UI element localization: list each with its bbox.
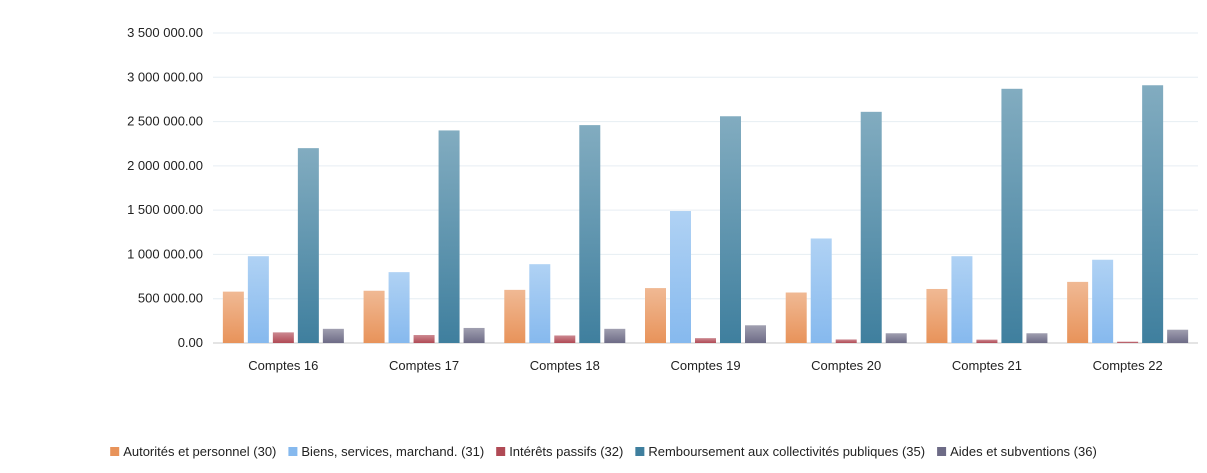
legend-label: Aides et subventions (36) bbox=[950, 444, 1097, 459]
bar bbox=[926, 288, 948, 343]
bar bbox=[322, 328, 344, 343]
bar bbox=[745, 325, 766, 343]
bar bbox=[438, 130, 460, 343]
legend-swatch bbox=[496, 447, 506, 456]
bar bbox=[1142, 85, 1164, 343]
legend: Autorités et personnel (30) Biens, servic… bbox=[110, 444, 1097, 459]
legend-item: Biens, services, marchand. (31) bbox=[288, 444, 484, 459]
bar bbox=[1117, 341, 1139, 343]
y-tick-label: 1 500 000.00 bbox=[127, 202, 203, 217]
legend-swatch bbox=[635, 447, 645, 456]
legend-swatch bbox=[937, 447, 947, 456]
bar bbox=[785, 292, 807, 343]
bar bbox=[810, 238, 832, 343]
bar bbox=[670, 211, 691, 343]
bar bbox=[272, 332, 294, 343]
y-tick-label: 1 000 000.00 bbox=[127, 246, 203, 261]
bar bbox=[463, 327, 485, 343]
legend-label: Intérêts passifs (32) bbox=[509, 444, 623, 459]
legend-swatch bbox=[110, 447, 120, 456]
x-tick-label: Comptes 20 bbox=[811, 358, 881, 373]
bar bbox=[860, 111, 882, 343]
legend-swatch bbox=[288, 447, 298, 456]
legend-label: Remboursement aux collectivités publique… bbox=[648, 444, 925, 459]
bar bbox=[529, 264, 551, 343]
bar bbox=[885, 333, 907, 343]
x-tick-label: Comptes 21 bbox=[952, 358, 1022, 373]
y-tick-label: 0.00 bbox=[178, 335, 203, 350]
x-axis: Comptes 16 Comptes 17 Comptes 18 Comptes 19… bbox=[248, 358, 1162, 373]
bars bbox=[222, 85, 1189, 343]
bar bbox=[951, 256, 973, 343]
y-tick-label: 3 500 000.00 bbox=[127, 25, 203, 40]
bar bbox=[1092, 259, 1114, 343]
y-tick-label: 500 000.00 bbox=[138, 291, 203, 306]
bar bbox=[835, 339, 857, 343]
x-tick-label: Comptes 16 bbox=[248, 358, 318, 373]
legend-label: Autorités et personnel (30) bbox=[123, 444, 276, 459]
legend-item: Aides et subventions (36) bbox=[937, 444, 1097, 459]
bar bbox=[579, 125, 601, 343]
gridlines bbox=[213, 32, 1198, 344]
y-tick-label: 3 000 000.00 bbox=[127, 69, 203, 84]
x-tick-label: Comptes 17 bbox=[389, 358, 459, 373]
bar bbox=[413, 335, 435, 343]
bar bbox=[695, 338, 716, 343]
bar bbox=[604, 328, 626, 343]
bar bbox=[1167, 329, 1189, 343]
bar bbox=[388, 272, 410, 343]
bar bbox=[645, 288, 666, 343]
bar bbox=[363, 290, 385, 343]
legend-item: Intérêts passifs (32) bbox=[496, 444, 623, 459]
bar bbox=[297, 148, 319, 343]
legend-item: Remboursement aux collectivités publique… bbox=[635, 444, 925, 459]
bar bbox=[1026, 333, 1048, 343]
y-tick-label: 2 500 000.00 bbox=[127, 114, 203, 129]
legend-item: Autorités et personnel (30) bbox=[110, 444, 276, 459]
x-tick-label: Comptes 22 bbox=[1093, 358, 1163, 373]
bar bbox=[504, 289, 526, 343]
x-tick-label: Comptes 19 bbox=[670, 358, 740, 373]
bar bbox=[1001, 88, 1023, 343]
legend-label: Biens, services, marchand. (31) bbox=[301, 444, 484, 459]
bar bbox=[247, 256, 269, 343]
bar bbox=[222, 291, 244, 343]
bar bbox=[1067, 281, 1089, 343]
bar bbox=[720, 116, 741, 343]
x-tick-label: Comptes 18 bbox=[530, 358, 600, 373]
bar bbox=[976, 339, 998, 343]
bar bbox=[554, 335, 576, 343]
y-axis: 0.00 500 000.00 1 000 000.00 1 500 000.00 2 … bbox=[127, 25, 203, 350]
y-tick-label: 2 000 000.00 bbox=[127, 158, 203, 173]
